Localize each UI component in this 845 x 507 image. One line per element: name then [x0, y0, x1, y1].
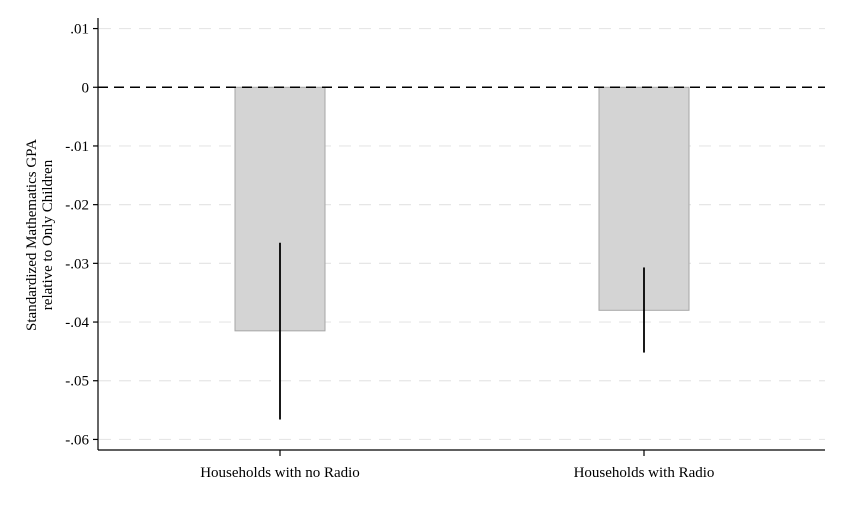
bars — [234, 86, 690, 332]
x-tick-label-1: Households with Radio — [574, 465, 715, 481]
y-tick-label-3: -.02 — [65, 198, 89, 214]
y-tick-label-1: 0 — [82, 80, 90, 96]
y-tick-label-7: -.06 — [65, 432, 89, 448]
tick-labels: .01 0 -.01 -.02 -.03 -.04 -.05 -.06 Households w… — [65, 22, 714, 481]
y-axis-title-line-2: relative to Only Children — [40, 159, 56, 310]
y-tick-label-4: -.03 — [65, 256, 89, 272]
grid-lines — [99, 27, 825, 441]
axes — [93, 18, 825, 456]
error-bars — [279, 242, 645, 420]
y-tick-label-5: -.04 — [65, 315, 89, 331]
y-tick-label-2: -.01 — [65, 139, 89, 155]
y-axis-title-line-1: Standardized Mathematics GPA — [24, 139, 40, 331]
x-tick-label-0: Households with no Radio — [200, 465, 360, 481]
y-tick-label-0: .01 — [70, 22, 89, 38]
y-tick-label-6: -.05 — [65, 374, 89, 390]
